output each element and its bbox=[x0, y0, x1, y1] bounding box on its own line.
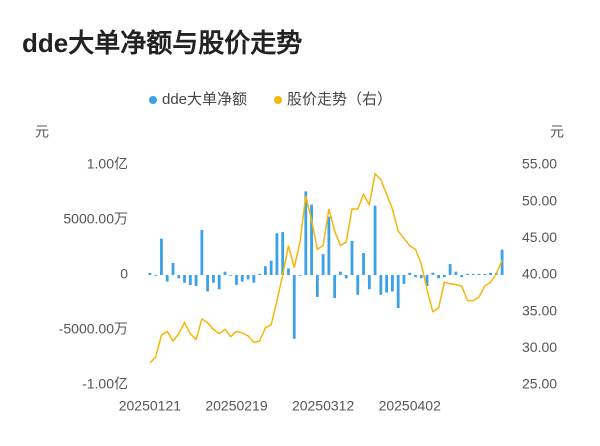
y-tick-label: 5000.00万 bbox=[63, 211, 128, 227]
bar bbox=[200, 229, 204, 275]
y2-tick-label: 45.00 bbox=[522, 229, 557, 245]
x-tick-label: 20250219 bbox=[205, 398, 268, 414]
bar bbox=[350, 240, 354, 275]
bar bbox=[223, 271, 227, 275]
bar bbox=[367, 275, 371, 290]
bar bbox=[391, 275, 394, 292]
bar bbox=[379, 275, 383, 295]
bar bbox=[171, 262, 175, 275]
bar bbox=[281, 232, 285, 275]
bar bbox=[194, 275, 198, 286]
bar bbox=[489, 272, 492, 275]
legend-label: 股价走势（右） bbox=[287, 91, 392, 108]
bar bbox=[310, 204, 313, 275]
bar bbox=[362, 253, 365, 275]
bar bbox=[298, 275, 302, 276]
bar bbox=[408, 272, 412, 275]
bar bbox=[419, 275, 423, 279]
bar bbox=[396, 275, 400, 308]
bar bbox=[442, 275, 446, 278]
bar bbox=[385, 275, 389, 293]
bar bbox=[483, 273, 487, 275]
y2-tick-label: 25.00 bbox=[522, 376, 557, 392]
bar bbox=[477, 273, 481, 275]
bar bbox=[263, 266, 267, 275]
bar bbox=[287, 268, 290, 275]
bar bbox=[177, 275, 181, 279]
bar bbox=[252, 275, 256, 283]
bar bbox=[240, 275, 244, 282]
bar bbox=[229, 275, 233, 276]
bar bbox=[431, 272, 435, 275]
bar bbox=[304, 191, 308, 275]
bar bbox=[437, 275, 440, 279]
bar bbox=[356, 275, 360, 295]
bar bbox=[460, 275, 464, 278]
bar bbox=[154, 275, 158, 276]
bar bbox=[217, 275, 221, 290]
bar bbox=[165, 275, 169, 282]
bar bbox=[373, 205, 377, 275]
bar bbox=[448, 264, 452, 275]
y2-tick-label: 40.00 bbox=[522, 266, 557, 282]
y2-tick-label: 35.00 bbox=[522, 302, 557, 318]
y2-axis-label: 元 bbox=[550, 124, 564, 140]
bar bbox=[327, 216, 331, 275]
bar bbox=[206, 275, 210, 292]
bar bbox=[148, 272, 152, 275]
bar bbox=[454, 271, 458, 275]
x-tick-label: 20250402 bbox=[379, 398, 442, 414]
bar bbox=[471, 273, 475, 275]
bar bbox=[160, 238, 163, 275]
bar bbox=[414, 275, 417, 278]
y-tick-label: -5000.00万 bbox=[59, 321, 128, 337]
bar bbox=[425, 275, 429, 286]
legend-marker bbox=[149, 96, 157, 104]
bar bbox=[500, 249, 504, 275]
y2-tick-label: 50.00 bbox=[522, 192, 557, 208]
y-axis-label: 元 bbox=[35, 124, 49, 140]
bar bbox=[292, 275, 296, 339]
x-tick-label: 20250121 bbox=[119, 398, 182, 414]
bar bbox=[246, 275, 250, 280]
y-tick-label: 1.00亿 bbox=[87, 156, 128, 172]
chart-title: dde大单净额与股价走势 bbox=[22, 28, 302, 58]
bar bbox=[183, 275, 186, 283]
bar bbox=[269, 260, 273, 275]
price-line bbox=[149, 172, 503, 364]
bar bbox=[402, 275, 406, 284]
bar bbox=[258, 273, 261, 275]
bar bbox=[212, 275, 215, 283]
bar bbox=[466, 273, 469, 275]
bar bbox=[235, 275, 238, 285]
bar bbox=[321, 254, 325, 275]
y2-tick-label: 30.00 bbox=[522, 339, 557, 355]
bar bbox=[333, 275, 337, 299]
bar bbox=[275, 233, 279, 275]
bar bbox=[315, 275, 319, 297]
bar bbox=[344, 275, 348, 279]
bar bbox=[188, 275, 192, 285]
legend-marker bbox=[274, 96, 283, 104]
x-tick-label: 20250312 bbox=[292, 398, 355, 414]
y2-tick-label: 55.00 bbox=[522, 156, 557, 172]
y-tick-label: -1.00亿 bbox=[82, 376, 128, 392]
y-tick-label: 0 bbox=[120, 266, 128, 282]
bar bbox=[339, 271, 342, 275]
legend-label: dde大单净额 bbox=[162, 91, 247, 108]
